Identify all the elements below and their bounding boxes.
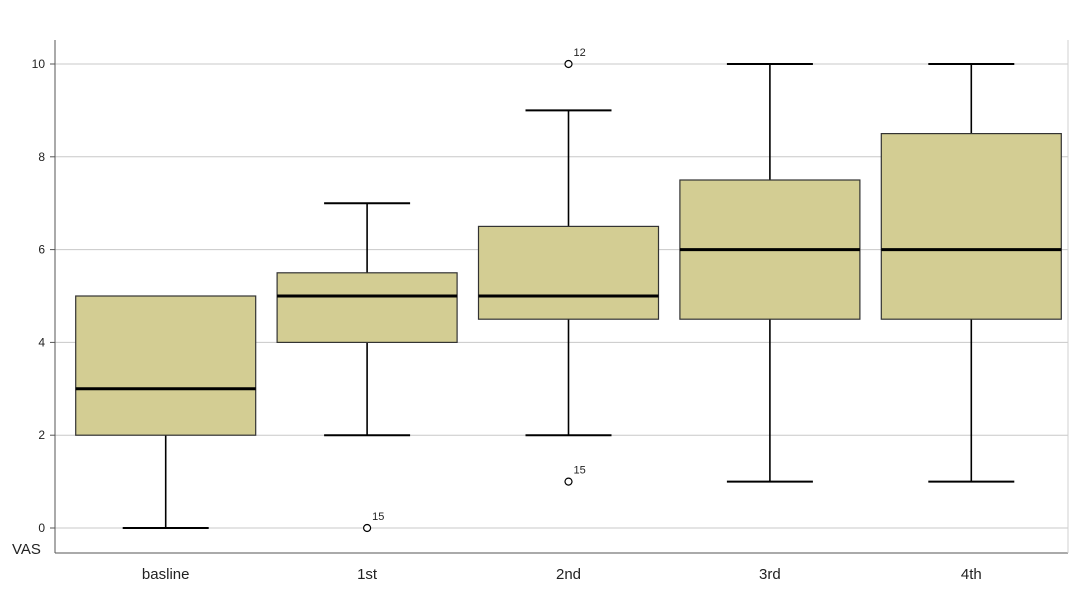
box-group-2nd: 12 15 [477,47,660,486]
box-group-4th [880,63,1062,483]
box-group-basline [75,295,257,529]
y-tick-label-4: 4 [38,335,45,349]
x-axis-labels: basline 1st 2nd 3rd 4th [142,566,982,583]
y-axis-label: VAS [12,541,41,558]
y-tick-label-2: 2 [38,428,45,442]
box-group-3rd [679,63,861,483]
iqr-box [75,295,257,436]
outlier-label: 15 [574,465,586,477]
x-tick-label-3rd: 3rd [759,566,781,583]
x-tick-label-2nd: 2nd [556,566,581,583]
outlier-label: 15 [372,511,384,523]
y-tick-label-10: 10 [32,57,46,71]
x-tick-label-1st: 1st [357,566,378,583]
iqr-box [477,225,660,320]
iqr-box [276,272,458,343]
y-tick-label-0: 0 [38,521,45,535]
y-tick-label-6: 6 [38,243,45,257]
y-axis-ticks: 0 2 4 6 8 10 [32,57,55,535]
x-tick-label-4th: 4th [961,566,982,583]
x-tick-label-basline: basline [142,566,190,583]
outlier-point [564,59,573,69]
iqr-box [880,133,1062,320]
outlier-point [564,477,573,486]
boxes: 15 12 15 [75,47,1062,533]
outlier-label: 12 [574,47,586,59]
axes [54,40,1069,554]
outlier-point [363,523,372,533]
y-tick-label-8: 8 [38,150,45,164]
box-group-1st: 15 [276,202,458,533]
